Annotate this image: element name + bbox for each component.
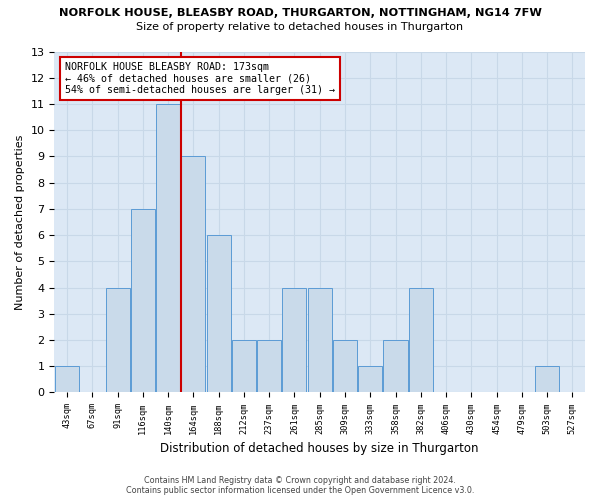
Bar: [308, 288, 332, 393]
Text: NORFOLK HOUSE, BLEASBY ROAD, THURGARTON, NOTTINGHAM, NG14 7FW: NORFOLK HOUSE, BLEASBY ROAD, THURGARTON,…: [59, 8, 541, 18]
Bar: [383, 340, 407, 392]
Bar: [55, 366, 79, 392]
X-axis label: Distribution of detached houses by size in Thurgarton: Distribution of detached houses by size …: [160, 442, 479, 455]
Y-axis label: Number of detached properties: Number of detached properties: [15, 134, 25, 310]
Bar: [131, 209, 155, 392]
Text: Size of property relative to detached houses in Thurgarton: Size of property relative to detached ho…: [136, 22, 464, 32]
Text: Contains HM Land Registry data © Crown copyright and database right 2024.
Contai: Contains HM Land Registry data © Crown c…: [126, 476, 474, 495]
Bar: [283, 288, 307, 393]
Bar: [156, 104, 180, 393]
Bar: [181, 156, 205, 392]
Bar: [409, 288, 433, 393]
Bar: [206, 235, 230, 392]
Bar: [333, 340, 357, 392]
Bar: [358, 366, 382, 392]
Bar: [232, 340, 256, 392]
Text: NORFOLK HOUSE BLEASBY ROAD: 173sqm
← 46% of detached houses are smaller (26)
54%: NORFOLK HOUSE BLEASBY ROAD: 173sqm ← 46%…: [65, 62, 335, 95]
Bar: [106, 288, 130, 393]
Bar: [257, 340, 281, 392]
Bar: [535, 366, 559, 392]
